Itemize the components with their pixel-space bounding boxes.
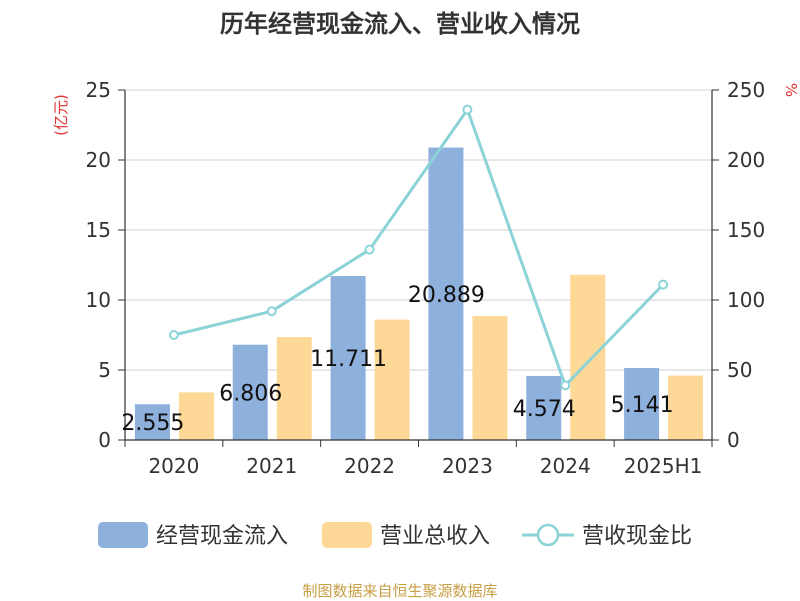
y-left-tick-label: 15 bbox=[86, 218, 111, 242]
y-right-tick-label: 150 bbox=[727, 218, 765, 242]
ratio-point bbox=[462, 104, 473, 115]
bar-cash-inflow bbox=[232, 344, 268, 440]
y-left-axis-label: (亿元) bbox=[52, 94, 70, 136]
y-right-tick-label: 250 bbox=[727, 78, 765, 102]
bar-revenue bbox=[374, 319, 410, 440]
legend-label-cash-inflow: 经营现金流入 bbox=[156, 524, 288, 549]
y-right-tick-label: 50 bbox=[727, 358, 752, 382]
bar-revenue bbox=[570, 274, 606, 440]
data-label-cash-inflow: 4.574 bbox=[513, 397, 576, 422]
y-left-tick-label: 5 bbox=[98, 358, 111, 382]
bar-cash-inflow bbox=[526, 375, 562, 440]
y-left-tick-label: 20 bbox=[86, 148, 111, 172]
legend-swatch-cash-inflow bbox=[98, 522, 148, 548]
y-right-tick-label: 200 bbox=[727, 148, 765, 172]
legend-label-revenue: 营业总收入 bbox=[380, 524, 490, 549]
bar-revenue bbox=[178, 392, 214, 440]
y-right-tick-label: 100 bbox=[727, 288, 765, 312]
x-tick-label: 2020 bbox=[148, 454, 199, 478]
y-right-axis-label: % bbox=[782, 83, 800, 97]
y-left-tick-label: 10 bbox=[86, 288, 111, 312]
ratio-point bbox=[364, 244, 375, 255]
bar-cash-inflow bbox=[428, 147, 464, 440]
bar-cash-inflow bbox=[330, 276, 366, 440]
x-tick-label: 2024 bbox=[540, 454, 591, 478]
y-right-tick-label: 0 bbox=[727, 428, 740, 452]
ratio-line bbox=[173, 106, 665, 389]
x-tick-label: 2023 bbox=[442, 454, 493, 478]
ratio-point bbox=[560, 380, 571, 391]
legend-swatch-revenue bbox=[322, 522, 372, 548]
data-label-cash-inflow: 11.711 bbox=[310, 347, 387, 372]
ratio-point bbox=[658, 279, 669, 290]
data-label-cash-inflow: 5.141 bbox=[611, 393, 674, 418]
bar-cash-inflow bbox=[134, 404, 170, 440]
source-note: 制图数据来自恒生聚源数据库 bbox=[302, 582, 498, 600]
data-label-cash-inflow: 6.806 bbox=[219, 381, 282, 406]
bar-cash-inflow bbox=[624, 368, 660, 440]
bar-revenue bbox=[472, 316, 508, 440]
y-left-tick-label: 25 bbox=[86, 78, 111, 102]
bar-revenue bbox=[276, 337, 312, 440]
ratio-point bbox=[168, 330, 179, 340]
y-left-tick-label: 0 bbox=[98, 428, 111, 452]
x-tick-label: 2025H1 bbox=[624, 454, 703, 478]
legend-marker-ratio bbox=[536, 523, 560, 547]
x-tick-label: 2021 bbox=[246, 454, 297, 478]
bar-revenue bbox=[668, 375, 704, 440]
data-label-cash-inflow: 2.555 bbox=[121, 411, 184, 436]
ratio-point bbox=[266, 306, 277, 317]
legend-label-ratio: 营收现金比 bbox=[582, 524, 692, 549]
x-tick-label: 2022 bbox=[344, 454, 395, 478]
data-label-cash-inflow: 20.889 bbox=[408, 283, 485, 308]
chart-title: 历年经营现金流入、营业收入情况 bbox=[220, 10, 580, 38]
